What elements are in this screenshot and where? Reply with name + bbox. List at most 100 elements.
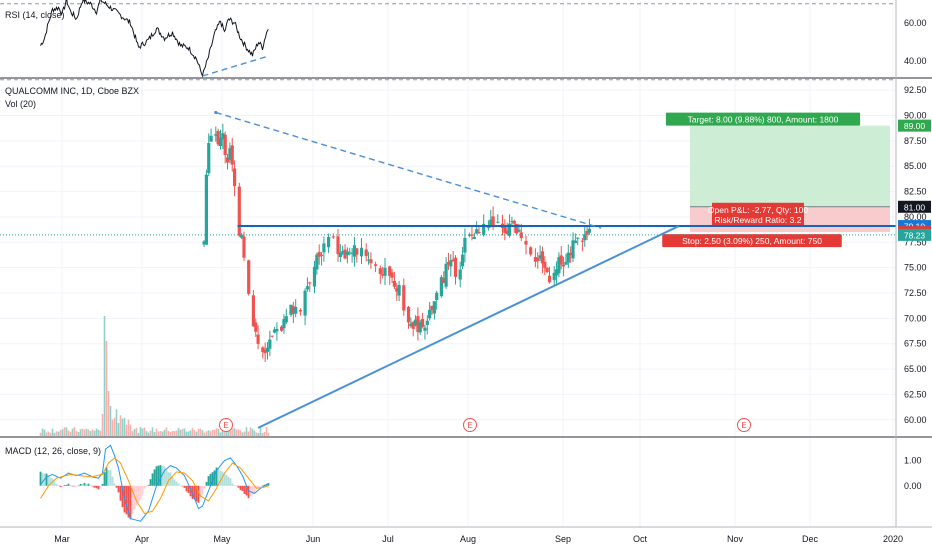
volume-bar — [93, 430, 96, 436]
candle-body — [503, 225, 507, 233]
volume-bar — [221, 428, 224, 436]
macd-histogram-bar — [87, 483, 90, 486]
target-label-box[interactable] — [665, 112, 861, 126]
trendline-handle[interactable] — [214, 110, 218, 115]
volume-bar — [99, 430, 102, 436]
volume-bar — [95, 428, 98, 436]
volume-bar — [201, 430, 204, 436]
macd-histogram-bar — [187, 485, 190, 493]
pnl-box[interactable] — [712, 202, 804, 227]
volume-bar — [157, 431, 160, 436]
macd-histogram-bar — [211, 472, 214, 486]
volume-bar — [253, 430, 256, 436]
position-tool[interactable]: Target: 8.00 (9.88%) 800, Amount: 1800 St… — [662, 112, 890, 248]
candle-body — [580, 240, 584, 242]
x-tick-label: Jun — [306, 534, 321, 544]
candle-body — [272, 329, 277, 333]
volume-bar — [191, 427, 194, 436]
candle-body — [233, 168, 237, 187]
candle-body — [265, 347, 270, 352]
candle-body — [583, 234, 587, 241]
pnl-label[interactable]: Open P&L: -2.77, Qty: 100 — [708, 205, 808, 215]
macd-histogram-bar — [193, 485, 196, 500]
earnings-marker[interactable] — [219, 418, 233, 432]
macd-histogram-bar — [221, 471, 224, 486]
candle-body — [289, 304, 293, 315]
candle-body — [557, 257, 561, 274]
macd-histogram-bar — [135, 485, 138, 506]
volume-bar — [209, 431, 212, 436]
candle-body — [571, 240, 575, 259]
earnings-marker[interactable] — [737, 418, 751, 432]
volume-bar — [175, 430, 178, 436]
macd-histogram-bar — [171, 476, 174, 486]
macd-histogram-bar — [99, 485, 102, 488]
candle-body — [510, 220, 514, 222]
macd-histogram-bar — [111, 476, 114, 486]
ascending-trendline[interactable] — [257, 225, 680, 429]
price-tick-label: 85.00 — [904, 161, 927, 171]
macd-histogram-bar — [49, 477, 52, 486]
candle-body — [543, 261, 547, 269]
profit-zone[interactable] — [690, 125, 890, 207]
candle-body — [435, 292, 439, 301]
rsi-legend[interactable]: RSI (14, close) — [5, 10, 65, 20]
volume-bar — [239, 430, 242, 436]
candle-body — [381, 274, 385, 276]
macd-legend[interactable]: MACD (12, 26, close, 9) — [5, 446, 101, 456]
candle-body — [240, 234, 244, 238]
volume-bar — [161, 431, 164, 436]
macd-histogram-bar — [141, 485, 144, 495]
macd-histogram-bar — [71, 485, 74, 487]
earnings-marker[interactable] — [463, 418, 477, 432]
candle-body — [305, 286, 310, 290]
ratio-label[interactable]: Risk/Reward Ratio: 3.2 — [715, 215, 802, 225]
rsi-divergence-trendline[interactable] — [202, 55, 269, 77]
volume-bar — [193, 430, 196, 436]
macd-histogram-bar — [203, 485, 206, 489]
earnings-marker-label[interactable]: E — [223, 421, 228, 430]
volume-bar — [105, 341, 108, 436]
x-tick-label: Dec — [802, 534, 819, 544]
descending-trendline[interactable] — [215, 111, 602, 229]
volume-bar — [213, 429, 216, 436]
volume-legend[interactable]: Vol (20) — [5, 99, 36, 109]
volume-bar — [39, 432, 42, 436]
macd-histogram-bar — [259, 485, 262, 487]
volume-bar — [41, 428, 44, 436]
volume-bar — [195, 431, 198, 436]
stop-label[interactable]: Stop: 2.50 (3.09%) 250, Amount: 750 — [682, 236, 822, 246]
macd-histogram-bar — [83, 483, 86, 486]
axes: Mar Apr May Jun Jul Aug Sep Oct Nov Dec 2020 92.50 9… — [54, 18, 931, 544]
macd-histogram-bar — [189, 485, 192, 497]
candle-body — [204, 174, 208, 245]
macd-histogram-bar — [55, 483, 58, 486]
volume-bar — [73, 427, 76, 436]
volume-bar — [135, 427, 138, 436]
macd-histogram-bar — [137, 485, 140, 503]
candle-body — [390, 272, 394, 278]
macd-histogram-bar — [57, 484, 60, 486]
candle-body — [312, 266, 317, 287]
volume-bar — [65, 427, 68, 436]
volume-bar — [139, 427, 142, 436]
candle-body — [242, 236, 246, 258]
volume-bar — [259, 427, 262, 436]
symbol-legend[interactable]: QUALCOMM INC, 1D, Cboe BZX — [5, 86, 139, 96]
macd-histogram-bar — [117, 485, 120, 493]
price-tick-label: 92.50 — [904, 85, 927, 95]
macd-histogram-bar — [45, 473, 48, 486]
earnings-marker-label[interactable]: E — [467, 421, 472, 430]
macd-histogram-bar — [107, 469, 110, 486]
candle-body — [576, 237, 580, 239]
earnings-marker-label[interactable]: E — [741, 421, 746, 430]
macd-histogram-bar — [237, 485, 240, 488]
target-label[interactable]: Target: 8.00 (9.88%) 800, Amount: 1800 — [688, 115, 839, 125]
volume-bar — [143, 427, 146, 436]
candle-body — [223, 134, 227, 156]
stop-label-box[interactable] — [662, 234, 842, 248]
candle-body — [263, 349, 267, 354]
x-tick-label: Sep — [555, 534, 571, 544]
macd-histogram-bar — [53, 481, 56, 486]
